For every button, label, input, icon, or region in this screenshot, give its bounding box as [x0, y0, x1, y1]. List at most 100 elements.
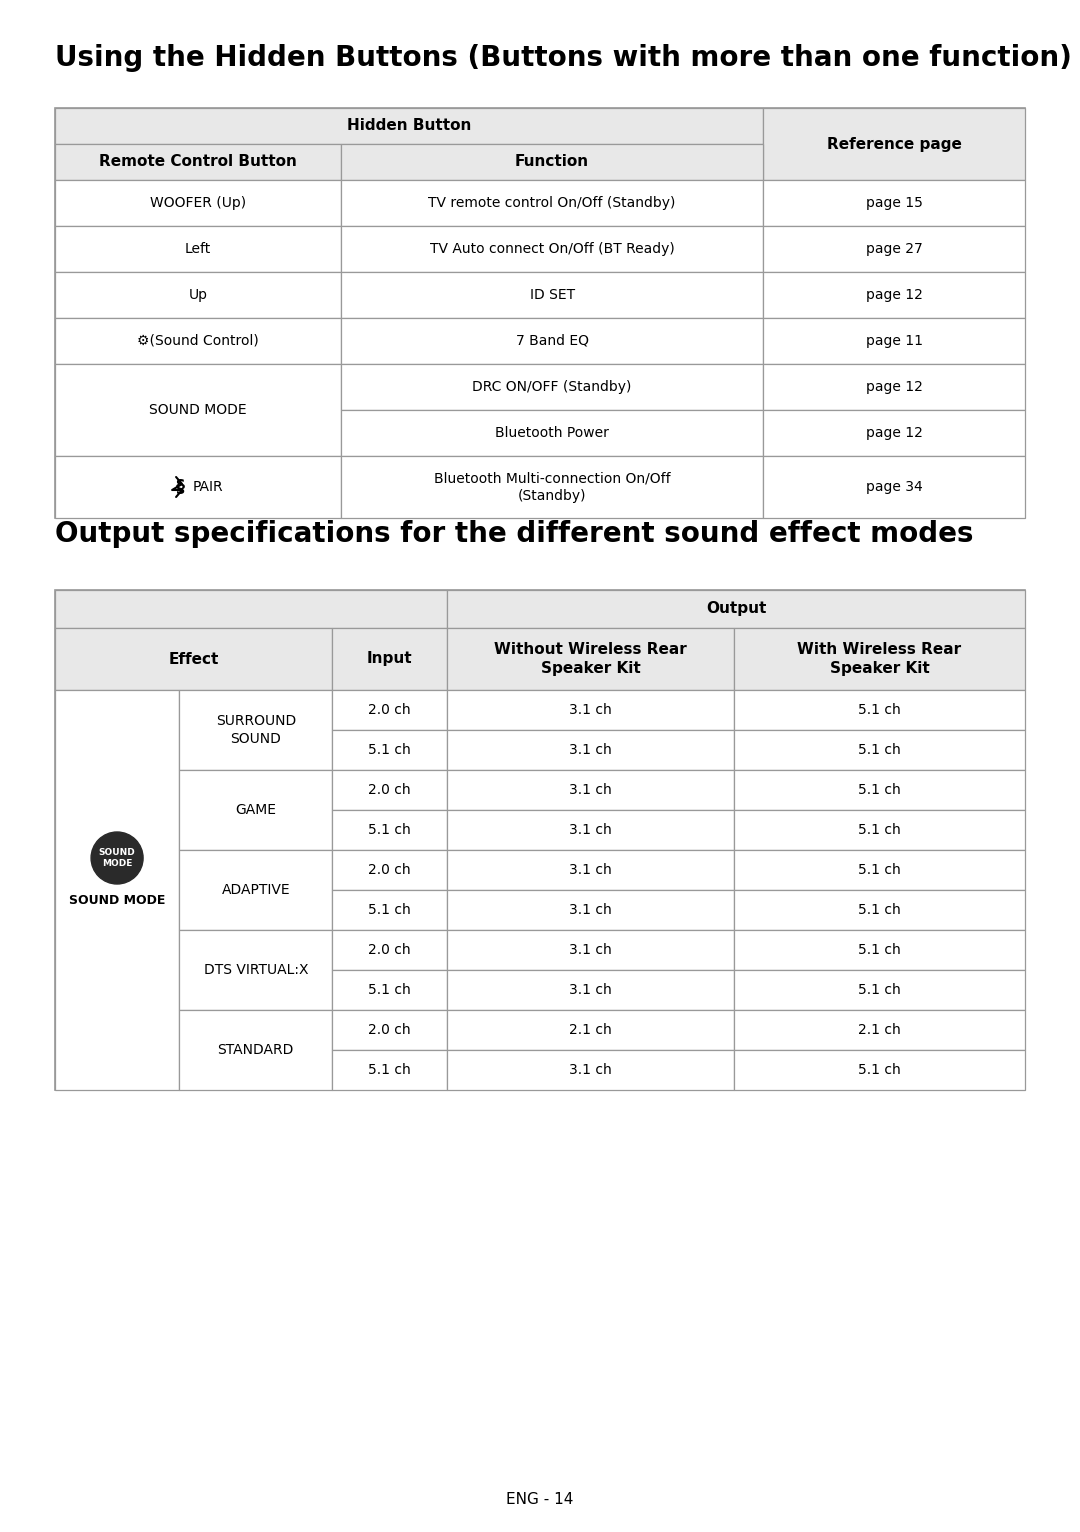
Bar	[734, 970, 1025, 1010]
Bar	[764, 227, 1025, 273]
Text: Using the Hidden Buttons (Buttons with more than one function): Using the Hidden Buttons (Buttons with m…	[55, 44, 1071, 72]
Text: STANDARD: STANDARD	[217, 1043, 294, 1057]
Text: SOUND MODE: SOUND MODE	[69, 893, 165, 907]
Text: Remote Control Button: Remote Control Button	[99, 155, 297, 170]
Bar	[179, 689, 333, 771]
Bar	[447, 590, 1025, 628]
Text: page 27: page 27	[866, 242, 922, 256]
Bar	[764, 179, 1025, 227]
Circle shape	[91, 832, 143, 884]
Bar	[333, 628, 447, 689]
Text: DTS VIRTUAL:X: DTS VIRTUAL:X	[203, 964, 308, 977]
Bar	[734, 771, 1025, 810]
Text: 3.1 ch: 3.1 ch	[569, 743, 611, 757]
Bar	[333, 771, 447, 810]
Bar	[447, 689, 734, 731]
Text: With Wireless Rear
Speaker Kit: With Wireless Rear Speaker Kit	[797, 642, 961, 676]
Bar	[734, 689, 1025, 731]
Bar	[55, 365, 341, 457]
Text: 3.1 ch: 3.1 ch	[569, 1063, 611, 1077]
Bar	[55, 590, 447, 628]
Text: 2.1 ch: 2.1 ch	[859, 1023, 901, 1037]
Text: 5.1 ch: 5.1 ch	[859, 703, 901, 717]
Bar	[55, 107, 1025, 518]
Bar	[447, 1049, 734, 1089]
Text: page 34: page 34	[866, 480, 922, 493]
Bar	[55, 319, 341, 365]
Text: Effect: Effect	[168, 651, 219, 666]
Text: Left: Left	[185, 242, 212, 256]
Bar	[341, 179, 764, 227]
Text: 3.1 ch: 3.1 ch	[569, 944, 611, 958]
Text: 2.0 ch: 2.0 ch	[368, 783, 411, 797]
Bar	[447, 731, 734, 771]
Bar	[179, 1010, 333, 1089]
Text: §: §	[176, 478, 185, 496]
Text: 5.1 ch: 5.1 ch	[859, 863, 901, 876]
Text: 3.1 ch: 3.1 ch	[569, 703, 611, 717]
Text: 3.1 ch: 3.1 ch	[569, 863, 611, 876]
Bar	[55, 179, 341, 227]
Bar	[447, 1010, 734, 1049]
Bar	[179, 850, 333, 930]
Text: 3.1 ch: 3.1 ch	[569, 984, 611, 997]
Text: 3.1 ch: 3.1 ch	[569, 823, 611, 836]
Bar	[764, 273, 1025, 319]
Bar	[333, 689, 447, 731]
Text: ADAPTIVE: ADAPTIVE	[221, 882, 291, 898]
Bar	[341, 227, 764, 273]
Bar	[55, 273, 341, 319]
Text: Hidden Button: Hidden Button	[347, 118, 471, 133]
Text: 2.0 ch: 2.0 ch	[368, 863, 411, 876]
Bar	[333, 731, 447, 771]
Text: 5.1 ch: 5.1 ch	[368, 1063, 411, 1077]
Bar	[734, 850, 1025, 890]
Bar	[734, 1049, 1025, 1089]
Text: ENG - 14: ENG - 14	[507, 1492, 573, 1507]
Text: ID SET: ID SET	[529, 288, 575, 302]
Text: SOUND
MODE: SOUND MODE	[98, 847, 135, 869]
Bar	[333, 970, 447, 1010]
Bar	[179, 930, 333, 1010]
Bar	[764, 365, 1025, 411]
Text: 5.1 ch: 5.1 ch	[859, 823, 901, 836]
Bar	[447, 890, 734, 930]
Bar	[764, 107, 1025, 179]
Bar	[55, 628, 333, 689]
Text: 2.0 ch: 2.0 ch	[368, 703, 411, 717]
Bar	[447, 771, 734, 810]
Text: SOUND MODE: SOUND MODE	[149, 403, 247, 417]
Text: Bluetooth Multi-connection On/Off
(Standby): Bluetooth Multi-connection On/Off (Stand…	[434, 472, 671, 502]
Text: 5.1 ch: 5.1 ch	[859, 902, 901, 918]
Bar	[734, 930, 1025, 970]
Bar	[447, 930, 734, 970]
Text: ⚙(Sound Control): ⚙(Sound Control)	[137, 334, 259, 348]
Text: GAME: GAME	[235, 803, 276, 817]
Bar	[333, 1049, 447, 1089]
Text: 5.1 ch: 5.1 ch	[859, 783, 901, 797]
Bar	[341, 144, 764, 179]
Bar	[734, 1010, 1025, 1049]
Bar	[764, 411, 1025, 457]
Text: 2.0 ch: 2.0 ch	[368, 1023, 411, 1037]
Text: TV remote control On/Off (Standby): TV remote control On/Off (Standby)	[429, 196, 676, 210]
Text: 2.1 ch: 2.1 ch	[569, 1023, 611, 1037]
Bar	[341, 319, 764, 365]
Bar	[55, 590, 1025, 1089]
Bar	[734, 628, 1025, 689]
Text: page 12: page 12	[865, 380, 922, 394]
Bar	[333, 1010, 447, 1049]
Text: 5.1 ch: 5.1 ch	[859, 984, 901, 997]
Bar	[341, 411, 764, 457]
Text: 3.1 ch: 3.1 ch	[569, 783, 611, 797]
Text: 5.1 ch: 5.1 ch	[859, 1063, 901, 1077]
Bar	[55, 227, 341, 273]
Text: DRC ON/OFF (Standby): DRC ON/OFF (Standby)	[472, 380, 632, 394]
Text: Up: Up	[189, 288, 207, 302]
Bar	[447, 850, 734, 890]
Bar	[341, 365, 764, 411]
Text: Reference page: Reference page	[826, 136, 961, 152]
Text: 5.1 ch: 5.1 ch	[859, 743, 901, 757]
Text: page 11: page 11	[865, 334, 922, 348]
Bar	[734, 890, 1025, 930]
